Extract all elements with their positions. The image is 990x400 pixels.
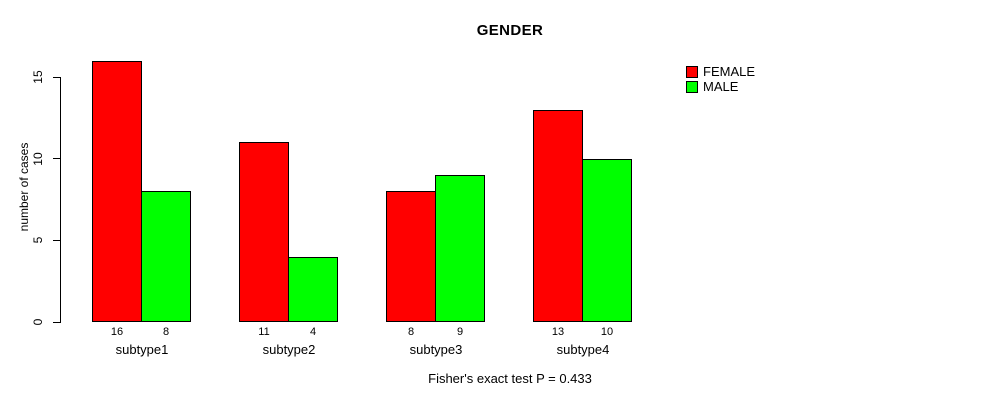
y-tick bbox=[53, 158, 60, 160]
legend-label: MALE bbox=[703, 79, 739, 94]
bar-female-subtype3 bbox=[386, 191, 436, 322]
bar-value-label: 11 bbox=[258, 326, 270, 338]
bar-value-label: 10 bbox=[600, 326, 614, 338]
bar-value-label: 16 bbox=[110, 326, 124, 338]
caption: Fisher's exact test P = 0.433 bbox=[428, 371, 592, 386]
x-category-label: subtype3 bbox=[409, 342, 463, 357]
x-category-label: subtype1 bbox=[115, 342, 169, 357]
bar-male-subtype3 bbox=[435, 175, 485, 322]
bar-female-subtype1 bbox=[92, 61, 142, 322]
y-tick-label: 10 bbox=[31, 151, 45, 166]
y-tick bbox=[53, 321, 60, 323]
bar-female-subtype4 bbox=[533, 110, 583, 322]
legend-item-male: MALE bbox=[686, 80, 755, 94]
y-tick bbox=[53, 76, 60, 78]
bar-male-subtype2 bbox=[288, 257, 338, 322]
legend-swatch-female bbox=[686, 66, 698, 78]
bar-value-label: 13 bbox=[551, 326, 565, 338]
legend-swatch-male bbox=[686, 81, 698, 93]
bar-female-subtype2 bbox=[239, 142, 289, 322]
legend: FEMALE MALE bbox=[686, 65, 755, 95]
legend-label: FEMALE bbox=[703, 64, 756, 79]
bar-value-label: 8 bbox=[162, 326, 170, 338]
y-axis-line bbox=[60, 77, 61, 323]
bar-value-label: 9 bbox=[456, 326, 464, 338]
x-category-label: subtype4 bbox=[556, 342, 610, 357]
y-tick bbox=[53, 239, 60, 241]
y-tick-label: 5 bbox=[31, 236, 45, 244]
x-category-label: subtype2 bbox=[262, 342, 316, 357]
bar-male-subtype4 bbox=[582, 159, 632, 322]
bar-value-label: 8 bbox=[407, 326, 415, 338]
chart-title: GENDER bbox=[476, 22, 544, 39]
bar-value-label: 4 bbox=[309, 326, 317, 338]
y-tick-label: 0 bbox=[31, 318, 45, 326]
bar-male-subtype1 bbox=[141, 191, 191, 322]
y-tick-label: 15 bbox=[31, 70, 45, 84]
legend-item-female: FEMALE bbox=[686, 65, 755, 79]
